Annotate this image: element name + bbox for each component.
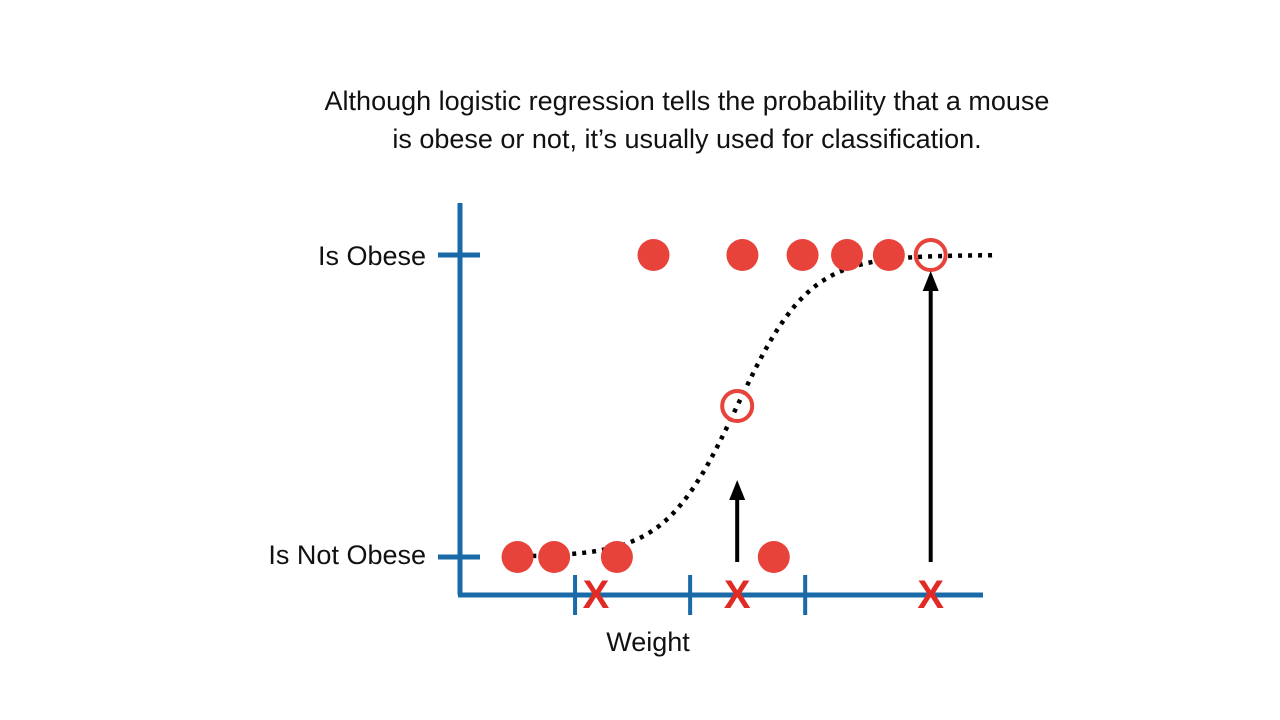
x-axis-label: Weight <box>606 627 690 657</box>
point-obese-2 <box>726 239 759 271</box>
caption: Although logistic regression tells the p… <box>190 82 1184 158</box>
caption-line-1: Although logistic regression tells the p… <box>324 86 1050 116</box>
x-marker-1: X <box>583 573 610 617</box>
point-obese-3 <box>786 239 819 271</box>
points-layer <box>501 238 948 573</box>
arrow-head-2 <box>922 271 939 291</box>
arrows-layer <box>729 271 939 562</box>
x-marker-3: X <box>917 573 944 617</box>
point-not-obese-2 <box>538 541 571 573</box>
arrow-head-1 <box>729 480 746 500</box>
axes-layer <box>457 203 983 598</box>
point-obese-5 <box>872 239 905 271</box>
ticks-layer <box>438 252 808 615</box>
point-not-obese-1 <box>501 541 534 573</box>
y-tick-label-obese: Is Obese <box>318 241 426 271</box>
classified-point-1 <box>720 389 755 423</box>
point-obese-4 <box>831 239 864 271</box>
x-marker-2: X <box>724 573 751 617</box>
point-not-obese-3 <box>600 541 633 573</box>
curve-layer <box>512 252 994 559</box>
point-not-obese-4 <box>757 541 790 573</box>
point-obese-1 <box>637 239 670 271</box>
caption-line-2: is obese or not, it’s usually used for c… <box>392 124 982 154</box>
logistic-curve <box>512 252 994 559</box>
labels-layer: Is Obese Is Not Obese Weight <box>268 241 690 657</box>
classified-point-2 <box>913 238 948 272</box>
y-tick-label-not-obese: Is Not Obese <box>268 540 426 570</box>
